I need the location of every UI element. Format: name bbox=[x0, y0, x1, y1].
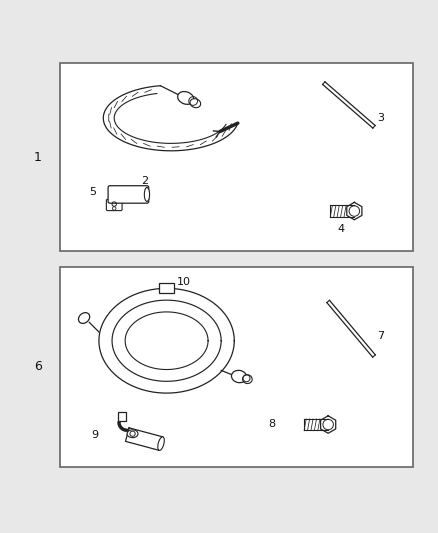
Bar bbox=[159, 283, 174, 293]
Text: 8: 8 bbox=[268, 419, 275, 429]
Polygon shape bbox=[327, 300, 375, 357]
Text: 9: 9 bbox=[91, 430, 98, 440]
Bar bbox=[60, 63, 413, 251]
Text: 3: 3 bbox=[377, 113, 384, 123]
Text: 4: 4 bbox=[338, 224, 345, 235]
FancyBboxPatch shape bbox=[108, 185, 149, 203]
Ellipse shape bbox=[190, 99, 201, 108]
Ellipse shape bbox=[78, 313, 90, 324]
Polygon shape bbox=[321, 416, 336, 433]
Bar bbox=[60, 266, 413, 467]
Ellipse shape bbox=[243, 375, 252, 384]
FancyBboxPatch shape bbox=[106, 199, 122, 211]
Ellipse shape bbox=[127, 430, 138, 438]
Text: 7: 7 bbox=[377, 332, 384, 341]
Text: 5: 5 bbox=[89, 187, 96, 197]
Text: 2: 2 bbox=[141, 176, 148, 187]
Text: 1: 1 bbox=[34, 151, 42, 164]
Text: 10: 10 bbox=[177, 277, 191, 287]
Ellipse shape bbox=[145, 188, 150, 201]
Text: 6: 6 bbox=[34, 360, 42, 374]
Ellipse shape bbox=[158, 437, 164, 450]
Polygon shape bbox=[347, 203, 362, 220]
Bar bbox=[118, 412, 127, 422]
Ellipse shape bbox=[232, 370, 247, 383]
Polygon shape bbox=[126, 428, 163, 450]
Polygon shape bbox=[323, 82, 375, 128]
Ellipse shape bbox=[178, 92, 194, 104]
